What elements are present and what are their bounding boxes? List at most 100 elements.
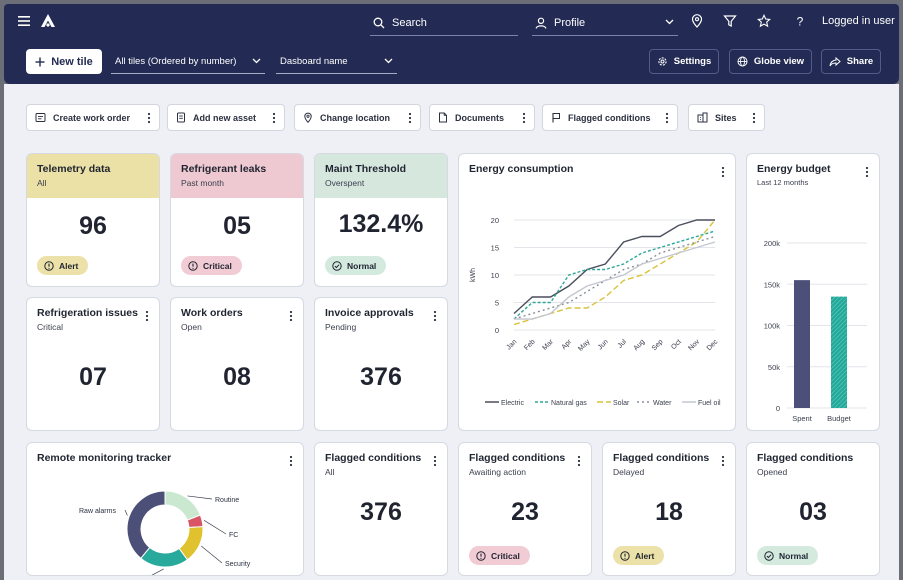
dashboard-canvas: Create work order Add new asset Change l… [4, 84, 899, 580]
remote-monitoring-tile[interactable]: Remote monitoring tracker Routine FC Secur… [26, 442, 304, 576]
kebab-menu-icon[interactable] [522, 112, 526, 124]
x-tick-label: Apr [561, 338, 574, 351]
tile-header: Refrigerant leaks Past month [171, 154, 303, 198]
flagged-conditions-awaiting-tile[interactable]: Flagged conditions Awaiting action 23 Cr… [458, 442, 592, 576]
tile-subtitle: All [37, 178, 47, 188]
x-tick-label: Oct [670, 338, 683, 351]
tiles-select[interactable]: All tiles (Ordered by number) [111, 49, 265, 74]
tile-value: 18 [655, 498, 683, 526]
chevron-down-icon [252, 58, 261, 64]
tile-value: 132.4% [338, 210, 424, 238]
dashboard-select[interactable]: Dasboard name [276, 49, 397, 74]
tile-subtitle: All [325, 467, 335, 477]
x-tick-label: May [577, 338, 592, 353]
status-badge: Alert [613, 546, 665, 565]
kebab-menu-icon[interactable] [865, 166, 869, 178]
bar-budget [831, 296, 847, 408]
y-tick-label: 150k [764, 280, 781, 289]
energy-consumption-tile[interactable]: Energy consumption 0 5 10 15 20 kWh Jan Feb Mar A… [458, 153, 736, 431]
hamburger-menu-icon[interactable] [18, 15, 30, 27]
flagged-conditions-action[interactable]: Flagged conditions [542, 104, 678, 131]
invoice-approvals-tile[interactable]: Invoice approvals Pending 376 [314, 297, 448, 431]
status-badge-label: Critical [203, 260, 232, 271]
settings-label: Settings [673, 56, 712, 67]
refrigeration-issues-tile[interactable]: Refrigeration issues Critical 07 [26, 297, 160, 431]
status-badge: Normal [325, 256, 387, 275]
qa-label: Flagged conditions [568, 112, 651, 123]
tile-header: Invoice approvals Pending [315, 298, 447, 342]
create-work-order-action[interactable]: Create work order [26, 104, 160, 131]
logged-in-user[interactable]: Logged in user [822, 15, 895, 27]
share-button[interactable]: Share [821, 49, 881, 74]
profile-select[interactable]: Profile [532, 10, 678, 36]
sites-action[interactable]: Sites [688, 104, 765, 131]
kebab-menu-icon[interactable] [433, 310, 437, 322]
kebab-menu-icon[interactable] [289, 310, 293, 322]
building-icon [697, 112, 708, 123]
x-tick-label: Budget [827, 414, 852, 423]
new-tile-button[interactable]: New tile [26, 49, 102, 74]
y-tick-label: 200k [764, 239, 781, 248]
kebab-menu-icon[interactable] [577, 455, 581, 467]
leader-line [187, 495, 213, 500]
legend-label: Water [653, 400, 672, 407]
tile-title: Refrigerant leaks [181, 163, 267, 175]
series-line-solar [513, 219, 716, 326]
critical-icon [188, 260, 198, 271]
wrench-icon [35, 113, 46, 122]
settings-button[interactable]: Settings [649, 49, 719, 74]
tile-value: 23 [511, 498, 539, 526]
add-new-asset-action[interactable]: Add new asset [167, 104, 285, 131]
tile-subtitle: Past month [181, 178, 224, 188]
kebab-menu-icon[interactable] [665, 112, 669, 124]
globe-view-button[interactable]: Globe view [729, 49, 812, 74]
energy-budget-tile[interactable]: Energy budget Last 12 months 0 50k 100k 150… [746, 153, 880, 431]
maint-threshold-tile[interactable]: Maint Threshold Overspent 132.4% Normal [314, 153, 448, 287]
change-location-action[interactable]: Change location [294, 104, 421, 131]
search-input[interactable]: Search [370, 10, 518, 36]
status-badge-label: Normal [779, 550, 809, 561]
search-icon [373, 17, 385, 28]
y-axis-label: kWh [470, 268, 477, 282]
kebab-menu-icon[interactable] [408, 112, 412, 124]
kebab-menu-icon[interactable] [721, 455, 725, 467]
y-tick-label: 5 [495, 299, 499, 308]
y-tick-label: 20 [491, 216, 499, 225]
flagged-conditions-all-tile[interactable]: Flagged conditions All 376 [314, 442, 448, 576]
status-badge-label: Normal [347, 260, 377, 271]
kebab-menu-icon[interactable] [272, 112, 276, 124]
dashboard-toolbar: New tile All tiles (Ordered by number) D… [4, 40, 899, 84]
y-tick-label: 50k [768, 363, 780, 372]
chevron-down-icon [384, 58, 393, 64]
kebab-menu-icon[interactable] [721, 166, 725, 178]
kebab-menu-icon[interactable] [145, 310, 149, 322]
tile-value: 376 [360, 498, 402, 526]
kebab-menu-icon[interactable] [433, 455, 437, 467]
tile-subtitle: Awaiting action [469, 467, 527, 477]
telemetry-data-tile[interactable]: Telemetry data All 96 Alert [26, 153, 160, 287]
chevron-down-icon [665, 19, 674, 25]
filter-icon[interactable] [723, 14, 737, 28]
refrigerant-leaks-tile[interactable]: Refrigerant leaks Past month 05 Critical [170, 153, 304, 287]
help-icon[interactable]: ? [793, 14, 807, 29]
star-icon[interactable] [757, 14, 771, 28]
globe-view-label: Globe view [753, 56, 805, 67]
location-pin-icon[interactable] [690, 14, 704, 28]
documents-action[interactable]: Documents [429, 104, 535, 131]
flagged-conditions-delayed-tile[interactable]: Flagged conditions Delayed 18 Alert [602, 442, 736, 576]
tile-title: Remote monitoring tracker [37, 452, 172, 464]
qa-label: Documents [455, 112, 505, 123]
tile-header: Telemetry data All [27, 154, 159, 198]
new-tile-label: New tile [51, 55, 93, 68]
x-tick-label: Feb [523, 338, 537, 352]
leader-line [200, 545, 223, 564]
tile-title: Flagged conditions [469, 452, 566, 464]
kebab-menu-icon[interactable] [147, 112, 151, 124]
kebab-menu-icon[interactable] [752, 112, 756, 124]
y-tick-label: 15 [491, 244, 499, 253]
logo-icon[interactable] [40, 13, 56, 29]
work-orders-tile[interactable]: Work orders Open 08 [170, 297, 304, 431]
kebab-menu-icon[interactable] [289, 455, 293, 467]
x-tick-label: Nov [687, 338, 701, 352]
flagged-conditions-opened-tile[interactable]: Flagged conditions Opened 03 Normal [746, 442, 880, 576]
